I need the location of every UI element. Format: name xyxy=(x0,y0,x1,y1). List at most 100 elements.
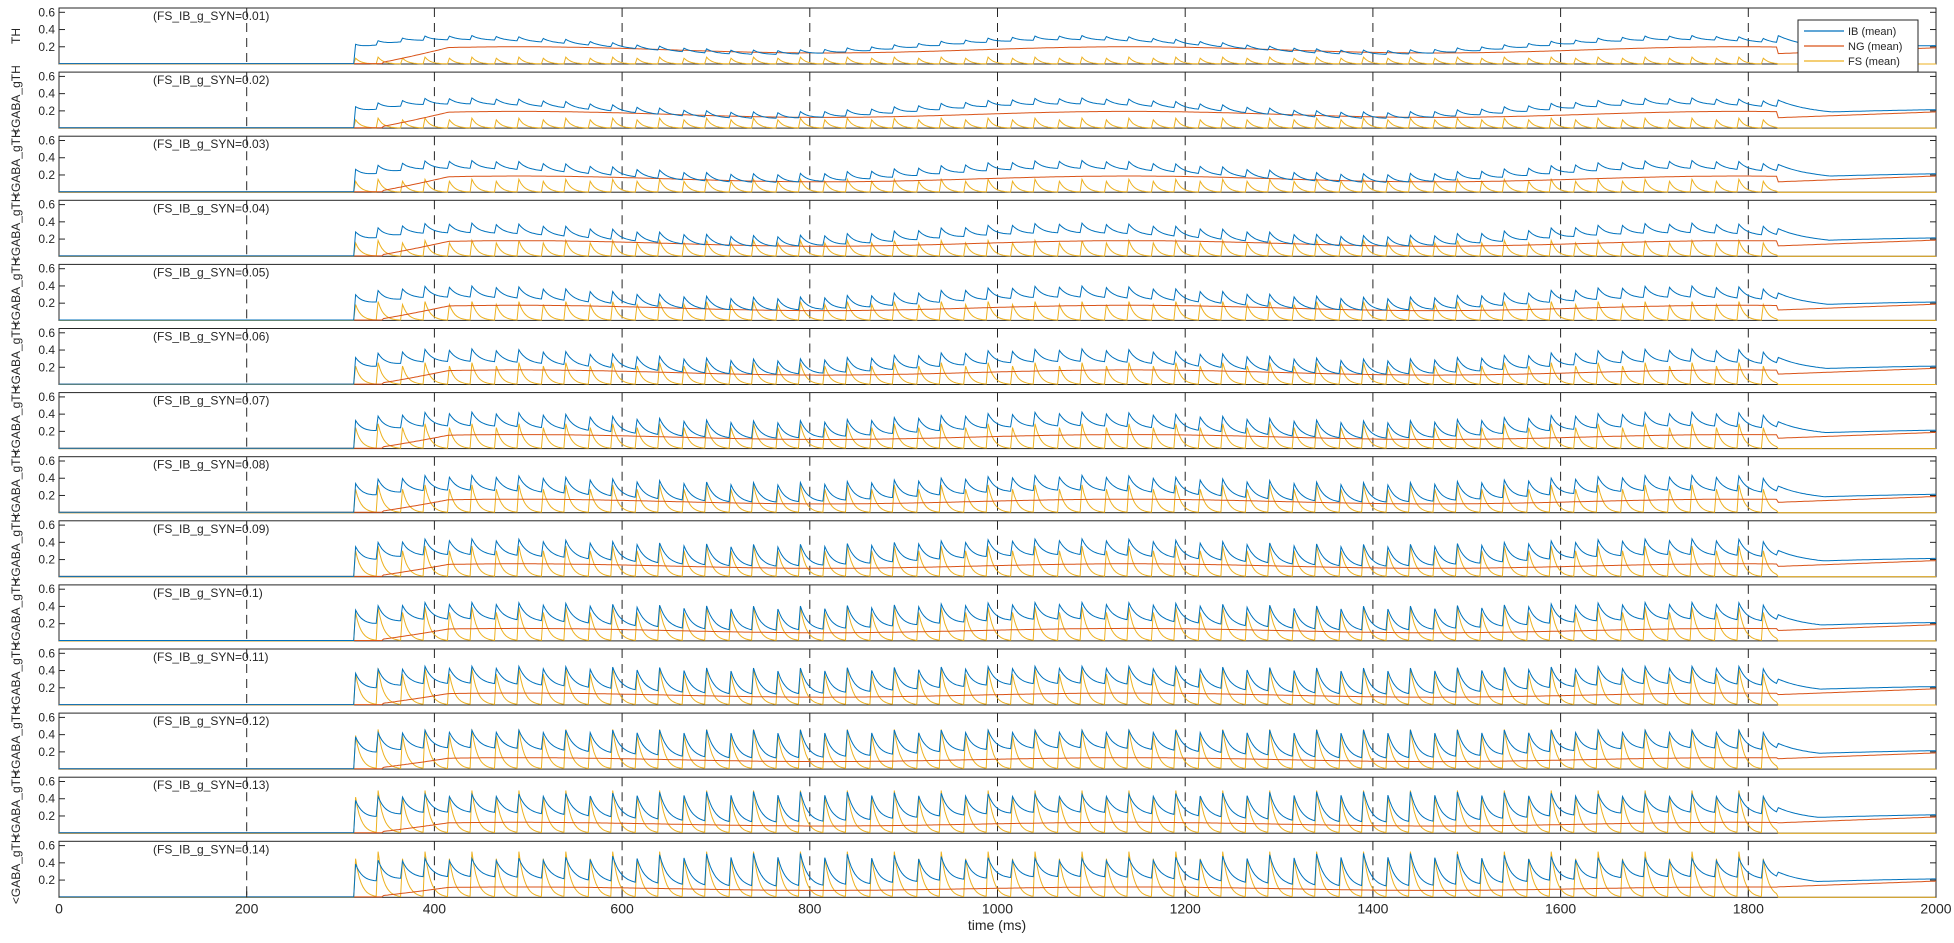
panel-title: (FS_IB_g_SYN=0.13) xyxy=(153,778,269,792)
series-line-ng xyxy=(59,752,1937,770)
y-axis-label: <GABA_gTH xyxy=(9,578,23,648)
y-tick-label: 0.6 xyxy=(38,710,55,724)
y-tick-label: 0.2 xyxy=(38,809,55,823)
y-tick-label: 0.4 xyxy=(38,535,55,549)
panel-10: 0.2 0.4 0.6 <GABA_gTH (FS_IB_g_SYN=0.1) xyxy=(9,578,1937,648)
series-line-ng xyxy=(59,239,1937,257)
panel-title: (FS_IB_g_SYN=0.12) xyxy=(153,714,269,728)
y-tick-label: 0.4 xyxy=(38,664,55,678)
y-tick-label: 0.2 xyxy=(38,488,55,502)
panel-title: (FS_IB_g_SYN=0.11) xyxy=(153,650,269,664)
series-line-ng xyxy=(59,110,1937,129)
panel-3: 0.2 0.4 0.6 <GABA_gTH (FS_IB_g_SYN=0.03) xyxy=(9,129,1937,199)
y-tick-label: 0.2 xyxy=(38,232,55,246)
y-tick-label: 0.6 xyxy=(38,582,55,596)
series-line-ib xyxy=(59,410,1936,449)
series-line-ng xyxy=(59,624,1937,641)
series-line-fs xyxy=(59,668,1936,706)
panel-title: (FS_IB_g_SYN=0.02) xyxy=(153,73,269,87)
panel-title: (FS_IB_g_SYN=0.04) xyxy=(153,201,269,215)
legend-label-ib: IB (mean) xyxy=(1848,26,1896,38)
series-line-ng xyxy=(59,816,1937,834)
y-tick-label: 0.4 xyxy=(38,728,55,742)
x-tick-label: 2000 xyxy=(1920,900,1951,916)
series-line-ib xyxy=(59,728,1936,770)
y-axis-label: <GABA_gTH xyxy=(9,834,23,904)
series-line-ng xyxy=(59,46,1937,65)
series-line-fs xyxy=(59,423,1936,450)
y-tick-label: 0.2 xyxy=(38,617,55,631)
y-tick-label: 0.4 xyxy=(38,87,55,101)
panel-14: 0.2 0.4 0.6 <GABA_gTH (FS_IB_g_SYN=0.14) xyxy=(9,834,1937,904)
y-tick-label: 0.2 xyxy=(38,296,55,310)
y-axis-label: <GABA_gTH xyxy=(9,65,23,135)
y-tick-label: 0.6 xyxy=(38,134,55,148)
y-tick-label: 0.4 xyxy=(38,471,55,485)
y-tick-label: 0.2 xyxy=(38,873,55,887)
x-axis-label: time (ms) xyxy=(968,917,1026,933)
series-line-ib xyxy=(59,537,1936,577)
series-line-ib xyxy=(59,473,1936,513)
y-axis-label: <GABA_gTH xyxy=(9,193,23,263)
panel-9: 0.2 0.4 0.6 <GABA_gTH (FS_IB_g_SYN=0.09) xyxy=(9,514,1937,584)
y-tick-label: 0.4 xyxy=(38,215,55,229)
panel-4: 0.2 0.4 0.6 <GABA_gTH (FS_IB_g_SYN=0.04) xyxy=(9,193,1937,263)
series-line-fs xyxy=(59,729,1936,770)
y-tick-label: 0.6 xyxy=(38,5,55,19)
legend[interactable]: IB (mean) NG (mean) FS (mean) xyxy=(1797,19,1919,73)
y-axis-label: TH xyxy=(9,28,23,44)
panel-title: (FS_IB_g_SYN=0.03) xyxy=(153,137,269,151)
series-line-ib xyxy=(59,34,1936,65)
series-line-ng xyxy=(59,367,1937,385)
panel-8: 0.2 0.4 0.6 <GABA_gTH (FS_IB_g_SYN=0.08) xyxy=(9,450,1937,520)
y-tick-label: 0.4 xyxy=(38,151,55,165)
series-line-ib xyxy=(59,159,1936,193)
panel-13: 0.2 0.4 0.6 <GABA_gTH (FS_IB_g_SYN=0.13) xyxy=(9,770,1937,840)
x-tick-label: 800 xyxy=(798,900,822,916)
x-tick-label: 1800 xyxy=(1733,900,1764,916)
legend-label-fs: FS (mean) xyxy=(1848,56,1900,68)
series-line-ng xyxy=(59,431,1937,449)
panel-title: (FS_IB_g_SYN=0.09) xyxy=(153,522,269,536)
y-tick-label: 0.2 xyxy=(38,104,55,118)
panel-5: 0.2 0.4 0.6 <GABA_gTH (FS_IB_g_SYN=0.05) xyxy=(9,258,1937,328)
y-axis-label: <GABA_gTH xyxy=(9,386,23,456)
y-tick-label: 0.6 xyxy=(38,390,55,404)
panel-7: 0.2 0.4 0.6 <GABA_gTH (FS_IB_g_SYN=0.07) xyxy=(9,386,1937,456)
series-line-fs xyxy=(59,545,1936,578)
y-tick-label: 0.6 xyxy=(38,69,55,83)
panel-1: 0.2 0.4 0.6 TH (FS_IB_g_SYN=0.01) xyxy=(9,5,1937,65)
y-tick-label: 0.6 xyxy=(38,326,55,340)
series-line-ib xyxy=(59,284,1936,321)
series-line-ib xyxy=(59,664,1936,706)
series-line-ib xyxy=(59,600,1936,641)
x-tick-label: 1600 xyxy=(1545,900,1576,916)
y-axis-label: <GABA_gTH xyxy=(9,770,23,840)
y-tick-label: 0.6 xyxy=(38,775,55,789)
y-tick-label: 0.2 xyxy=(38,424,55,438)
y-tick-label: 0.6 xyxy=(38,198,55,212)
y-tick-label: 0.4 xyxy=(38,792,55,806)
y-tick-label: 0.4 xyxy=(38,407,55,421)
series-line-fs xyxy=(59,607,1936,642)
panel-11: 0.2 0.4 0.6 <GABA_gTH (FS_IB_g_SYN=0.11) xyxy=(9,642,1937,712)
series-line-fs xyxy=(59,484,1936,514)
series-line-ng xyxy=(59,303,1937,321)
series-line-ng xyxy=(59,688,1937,706)
x-tick-label: 0 xyxy=(55,900,63,916)
y-tick-label: 0.4 xyxy=(38,599,55,613)
series-line-ng xyxy=(59,496,1937,513)
legend-label-ng: NG (mean) xyxy=(1848,41,1902,53)
y-axis-label: <GABA_gTH xyxy=(9,258,23,328)
y-axis-label: <GABA_gTH xyxy=(9,706,23,776)
y-tick-label: 0.6 xyxy=(38,454,55,468)
y-tick-label: 0.6 xyxy=(38,839,55,853)
x-tick-label: 200 xyxy=(235,900,259,916)
panel-6: 0.2 0.4 0.6 <GABA_gTH (FS_IB_g_SYN=0.06) xyxy=(9,322,1937,392)
y-axis-label: <GABA_gTH xyxy=(9,322,23,392)
panel-title: (FS_IB_g_SYN=0.06) xyxy=(153,330,269,344)
panel-12: 0.2 0.4 0.6 <GABA_gTH (FS_IB_g_SYN=0.12) xyxy=(9,706,1937,776)
x-axis: 0 200 400 600 800 1000 1200 1400 1600 1800 2000 xyxy=(55,891,1952,916)
y-tick-label: 0.2 xyxy=(38,40,55,54)
y-tick-label: 0.6 xyxy=(38,518,55,532)
